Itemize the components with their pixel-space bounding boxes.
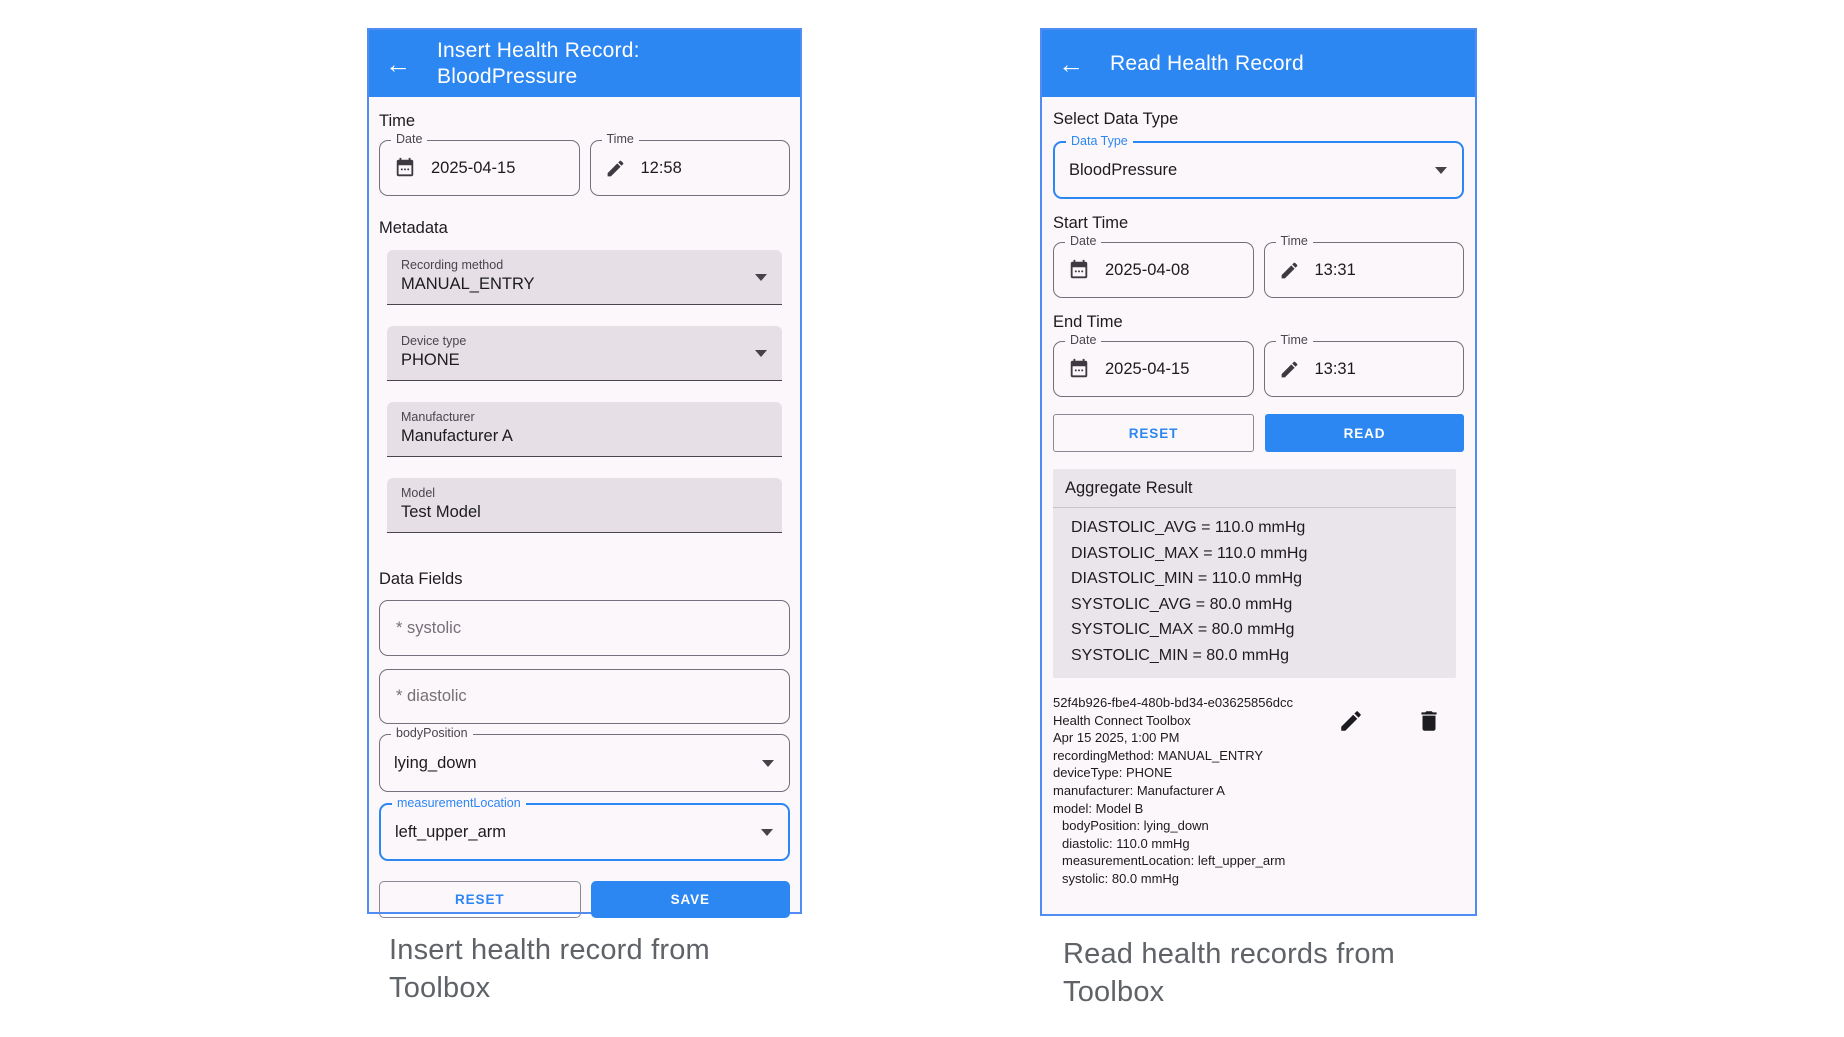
delete-record-button[interactable] — [1416, 708, 1442, 734]
read-screen-title: Read Health Record — [1110, 51, 1304, 75]
time-value: 12:58 — [640, 158, 682, 177]
data-type-dropdown[interactable]: Data Type BloodPressure — [1053, 134, 1464, 199]
insert-caption: Insert health record from Toolbox — [389, 934, 710, 1004]
calendar-icon — [394, 157, 416, 179]
measurement-location-dropdown[interactable]: measurementLocation left_upper_arm — [379, 796, 790, 861]
back-arrow-icon[interactable]: ← — [1058, 48, 1084, 79]
body-position-dropdown[interactable]: bodyPosition lying_down — [379, 726, 790, 792]
chevron-down-icon — [761, 829, 773, 836]
chevron-down-icon — [762, 760, 774, 767]
start-time-field[interactable]: Time 13:31 — [1263, 234, 1464, 298]
aggregate-row: DIASTOLIC_MAX = 110.0 mmHg — [1071, 544, 1308, 562]
date-value: 2025-04-15 — [431, 158, 516, 177]
record-item: 52f4b926-fbe4-480b-bd34-e03625856dcc Hea… — [1053, 694, 1464, 888]
time-section-label: Time — [379, 112, 416, 130]
start-time-label: Start Time — [1053, 214, 1129, 232]
read-caption: Read health records from Toolbox — [1063, 938, 1396, 1008]
start-date-field[interactable]: Date 2025-04-08 — [1053, 234, 1254, 298]
device-type-dropdown[interactable]: Device type PHONE — [387, 326, 782, 381]
aggregate-row: SYSTOLIC_MAX = 80.0 mmHg — [1071, 621, 1295, 638]
insert-appbar: ← Insert Health Record: BloodPressure — [369, 30, 800, 97]
record-uuid: 52f4b926-fbe4-480b-bd34-e03625856dcc — [1053, 695, 1293, 710]
save-button[interactable]: SAVE — [590, 881, 790, 918]
end-date-field[interactable]: Date 2025-04-15 — [1053, 333, 1254, 397]
select-data-type-label: Select Data Type — [1053, 110, 1179, 128]
reset-button[interactable]: RESET — [379, 881, 581, 918]
end-time-field[interactable]: Time 13:31 — [1263, 333, 1464, 397]
calendar-icon — [1068, 358, 1090, 380]
calendar-icon — [1068, 259, 1090, 281]
trash-icon — [1421, 711, 1437, 731]
pencil-icon — [1341, 711, 1361, 731]
aggregate-result-title: Aggregate Result — [1053, 469, 1456, 508]
aggregate-row: SYSTOLIC_AVG = 80.0 mmHg — [1071, 595, 1293, 613]
read-button[interactable]: READ — [1265, 414, 1464, 452]
insert-screen-title: Insert Health Record: BloodPressure — [437, 38, 640, 88]
pencil-icon — [605, 158, 626, 179]
read-health-record-screen: ← Read Health Record Select Data Type Da… — [1040, 28, 1477, 916]
pencil-icon — [1279, 260, 1300, 281]
manufacturer-field[interactable]: Manufacturer Manufacturer A — [387, 402, 782, 457]
chevron-down-icon — [755, 274, 767, 281]
insert-date-field[interactable]: Date 2025-04-15 — [379, 132, 580, 196]
time-field-label: Time — [601, 132, 639, 146]
diastolic-input[interactable] — [379, 669, 790, 724]
insert-health-record-screen: ← Insert Health Record: BloodPressure Ti… — [367, 28, 802, 918]
metadata-section-label: Metadata — [379, 219, 448, 237]
read-appbar: ← Read Health Record — [1042, 30, 1475, 97]
aggregate-result-panel: Aggregate Result DIASTOLIC_AVG = 110.0 m… — [1053, 469, 1456, 678]
data-fields-section-label: Data Fields — [379, 570, 463, 588]
chevron-down-icon — [1435, 167, 1447, 174]
end-time-label: End Time — [1053, 313, 1123, 331]
aggregate-row: SYSTOLIC_MIN = 80.0 mmHg — [1071, 646, 1289, 664]
aggregate-row: DIASTOLIC_AVG = 110.0 mmHg — [1071, 519, 1306, 536]
reset-button[interactable]: RESET — [1053, 414, 1254, 452]
record-details: 52f4b926-fbe4-480b-bd34-e03625856dcc Hea… — [1053, 694, 1338, 888]
recording-method-dropdown[interactable]: Recording method MANUAL_ENTRY — [387, 250, 782, 305]
systolic-input[interactable] — [379, 600, 790, 656]
chevron-down-icon — [755, 350, 767, 357]
pencil-icon — [1279, 359, 1300, 380]
back-arrow-icon[interactable]: ← — [385, 48, 411, 79]
edit-record-button[interactable] — [1338, 708, 1364, 734]
insert-time-field[interactable]: Time 12:58 — [589, 132, 790, 196]
aggregate-row: DIASTOLIC_MIN = 110.0 mmHg — [1071, 570, 1303, 587]
model-field[interactable]: Model Test Model — [387, 478, 782, 533]
date-field-label: Date — [391, 132, 428, 146]
